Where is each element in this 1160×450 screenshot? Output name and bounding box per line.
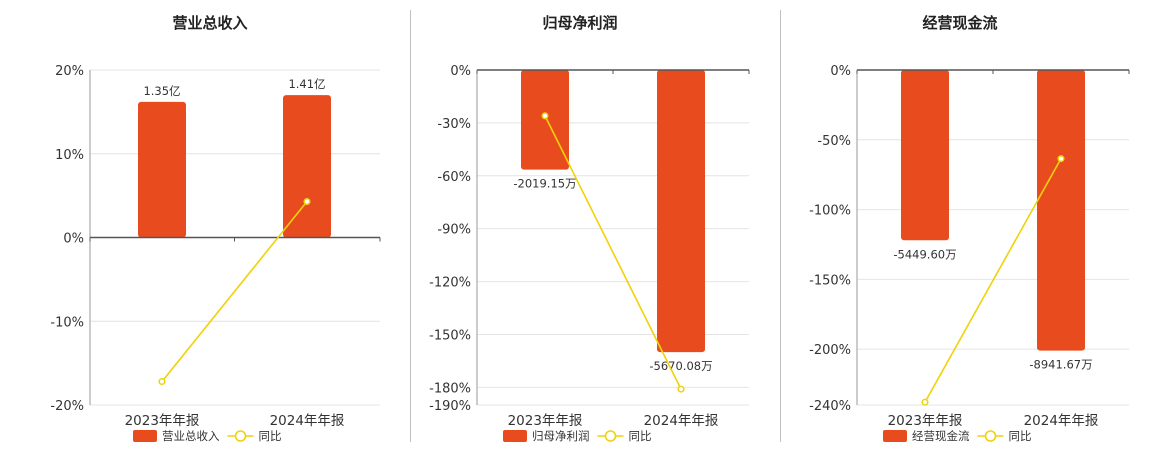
x-category-label-1-1: 2023年年报 (125, 413, 200, 429)
y-tick-label-1-0: 20% (55, 64, 84, 79)
y-tick-label-1-1: 10% (55, 148, 84, 163)
y-tick-label-1-4: -20% (50, 399, 84, 414)
x-category-label-1-2: 2024年年报 (270, 413, 345, 429)
y-tick-label-1-2: 0% (63, 232, 84, 247)
legend-bar-label-3: 经营现金流 (912, 429, 970, 443)
y-tick-label-3-2: -100% (809, 204, 851, 219)
yoy-line-2 (544, 115, 682, 390)
x-category-label-3-1: 2023年年报 (888, 413, 963, 429)
yoy-point-2-2 (677, 385, 685, 393)
y-tick-label-3-1: -50% (817, 134, 851, 149)
y-tick-label-3-3: -150% (809, 273, 851, 288)
legend-bar-swatch-1 (133, 430, 157, 442)
bar-1-1 (138, 101, 186, 238)
yoy-point-2-1 (541, 112, 549, 120)
y-tick-label-3-0: 0% (830, 64, 851, 79)
y-tick-label-2-5: -150% (429, 328, 471, 343)
legend-bar-swatch-3 (883, 430, 907, 442)
legend-line-marker-1 (234, 430, 247, 442)
panel-divider-2 (780, 10, 781, 442)
y-tick-label-2-4: -120% (429, 276, 471, 291)
x-category-label-2-2: 2024年年报 (644, 413, 719, 429)
legend-line-marker-2 (604, 430, 617, 442)
y-tick-label-2-6: -180% (429, 381, 471, 396)
bar-label-3-2: -8941.67万 (1029, 358, 1092, 372)
legend-line-label-3: 同比 (1009, 429, 1032, 443)
y-tick-label-2-2: -60% (437, 170, 471, 185)
bar-1-2 (283, 95, 331, 238)
yoy-point-1-2 (303, 197, 311, 206)
x-category-label-3-2: 2024年年报 (1024, 413, 1099, 429)
y-tick-label-3-5: -240% (809, 399, 851, 414)
yoy-line-1 (161, 200, 308, 383)
bar-label-1-2: 1.41亿 (288, 77, 325, 91)
y-tick-label-2-0: 0% (450, 64, 471, 79)
panel-divider-1 (410, 10, 411, 442)
bar-label-2-1: -2019.15万 (513, 177, 576, 191)
legend-bar-label-2: 归母净利润 (532, 429, 590, 443)
y-tick-label-2-3: -90% (437, 223, 471, 238)
bar-3-1 (901, 70, 949, 241)
bar-label-2-2: -5670.08万 (649, 359, 712, 373)
y-tick-label-1-3: -10% (50, 315, 84, 330)
y-tick-label-2-1: -30% (437, 117, 471, 132)
legend-line-label-1: 同比 (259, 429, 282, 443)
chart-title-2: 归母净利润 (542, 14, 618, 32)
x-category-label-2-1: 2023年年报 (508, 413, 583, 429)
yoy-point-3-2 (1057, 155, 1065, 163)
chart-title-3: 经营现金流 (922, 14, 998, 32)
legend-bar-label-1: 营业总收入 (162, 429, 220, 443)
yoy-point-1-1 (158, 378, 166, 386)
legend-line-label-2: 同比 (629, 429, 652, 443)
yoy-line-3 (924, 158, 1062, 403)
bar-2-2 (657, 70, 705, 353)
legend-line-marker-3 (984, 430, 997, 442)
chart-title-1: 营业总收入 (172, 14, 248, 32)
bar-3-2 (1037, 70, 1085, 351)
y-tick-label-2-7: -190% (429, 399, 471, 414)
bar-label-1-1: 1.35亿 (143, 84, 180, 98)
bar-label-3-1: -5449.60万 (893, 247, 956, 261)
yoy-point-3-1 (921, 398, 929, 406)
legend-bar-swatch-2 (503, 430, 527, 442)
y-tick-label-3-4: -200% (809, 343, 851, 358)
bar-2-1 (521, 70, 569, 170)
